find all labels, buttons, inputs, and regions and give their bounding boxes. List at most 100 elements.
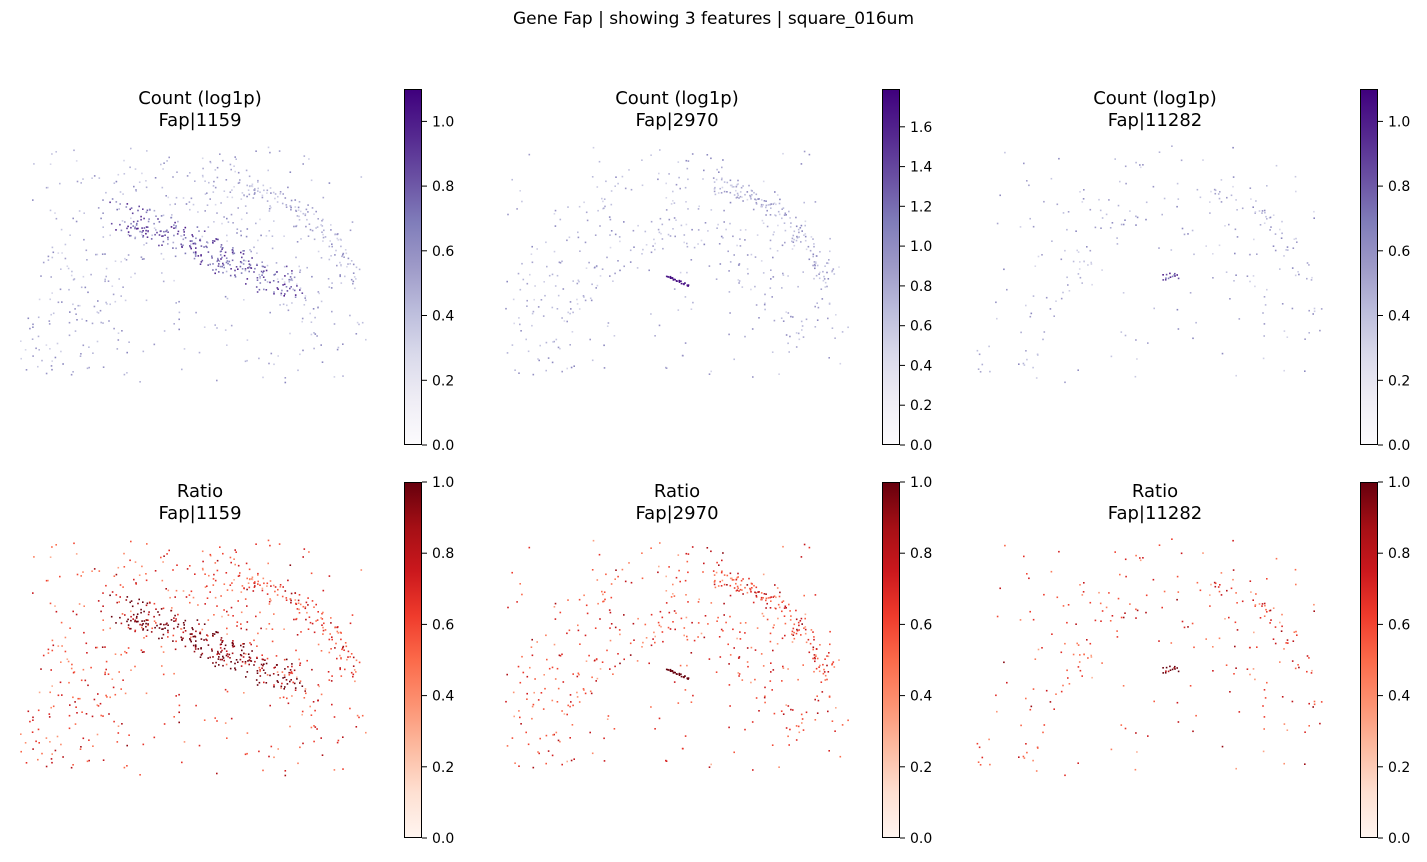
data-point — [109, 594, 111, 597]
data-point — [579, 250, 581, 252]
data-point — [49, 163, 52, 165]
data-point — [817, 699, 820, 702]
data-point — [605, 180, 607, 183]
data-point — [804, 220, 807, 223]
data-point — [755, 592, 757, 594]
data-point — [556, 274, 559, 277]
data-point — [140, 218, 142, 221]
data-point — [519, 583, 521, 585]
data-point — [221, 658, 223, 661]
data-point — [1187, 233, 1189, 235]
data-point — [55, 217, 58, 220]
data-point — [584, 241, 587, 244]
data-point — [513, 715, 515, 718]
data-point — [115, 622, 117, 624]
data-point — [102, 199, 104, 201]
data-point — [779, 591, 781, 594]
data-point — [31, 731, 34, 733]
data-point — [1280, 630, 1283, 632]
data-point — [331, 245, 333, 248]
data-point — [603, 600, 605, 603]
data-point — [729, 179, 732, 182]
data-point — [60, 621, 63, 624]
data-point — [800, 634, 802, 636]
data-point — [654, 635, 656, 638]
data-point — [309, 228, 312, 231]
data-point — [334, 233, 336, 236]
data-point — [320, 737, 322, 739]
data-point — [192, 628, 194, 631]
data-point — [633, 246, 635, 248]
data-point — [241, 256, 243, 259]
data-point — [225, 257, 228, 259]
data-point — [48, 713, 51, 715]
data-point — [227, 262, 229, 265]
data-point — [539, 344, 541, 347]
data-point — [1043, 200, 1045, 203]
data-point — [774, 214, 776, 216]
data-point — [260, 270, 263, 273]
data-point — [354, 680, 356, 683]
data-point — [775, 596, 777, 599]
data-point — [571, 724, 574, 726]
data-point — [1235, 767, 1237, 770]
data-point — [576, 696, 579, 698]
data-point — [797, 228, 800, 231]
data-point — [989, 370, 991, 373]
data-point — [245, 235, 248, 238]
data-point — [548, 667, 551, 670]
data-point — [1129, 210, 1131, 212]
data-point — [32, 323, 34, 326]
data-point — [1164, 672, 1167, 674]
data-point — [1135, 161, 1137, 164]
data-point — [109, 303, 111, 306]
data-point — [774, 607, 776, 609]
data-point — [720, 571, 723, 574]
data-point — [1279, 661, 1281, 663]
data-point — [134, 629, 137, 632]
data-point — [650, 706, 652, 708]
data-point — [147, 226, 149, 228]
data-point — [297, 602, 300, 604]
data-point — [222, 552, 224, 555]
data-point — [662, 247, 664, 250]
data-point — [721, 570, 723, 573]
data-point — [214, 579, 217, 582]
data-point — [755, 586, 758, 589]
data-point — [576, 298, 578, 301]
data-point — [808, 258, 811, 261]
data-point — [578, 598, 581, 601]
data-point — [1306, 277, 1308, 280]
data-point — [687, 601, 689, 603]
data-point — [233, 645, 236, 648]
data-point — [555, 731, 558, 734]
data-point — [202, 560, 204, 563]
data-point — [799, 227, 802, 229]
data-point — [645, 244, 648, 246]
data-point — [178, 704, 181, 707]
data-point — [516, 208, 518, 210]
data-point — [85, 320, 88, 322]
data-point — [273, 363, 275, 366]
data-point — [1142, 557, 1144, 559]
data-point — [769, 214, 772, 216]
data-point — [299, 269, 302, 271]
data-point — [237, 207, 239, 209]
data-point — [609, 639, 612, 642]
data-point — [167, 636, 169, 638]
data-point — [166, 622, 168, 625]
data-point — [815, 655, 817, 657]
data-point — [265, 269, 268, 272]
data-point — [230, 324, 233, 327]
data-point — [834, 730, 836, 732]
data-point — [637, 224, 639, 227]
data-point — [218, 260, 221, 262]
data-point — [1261, 603, 1264, 605]
data-point — [747, 665, 749, 668]
data-point — [161, 235, 163, 237]
data-point — [57, 252, 60, 254]
data-point — [661, 223, 664, 226]
data-point — [305, 208, 308, 211]
data-point — [95, 646, 97, 649]
data-point — [129, 559, 131, 562]
